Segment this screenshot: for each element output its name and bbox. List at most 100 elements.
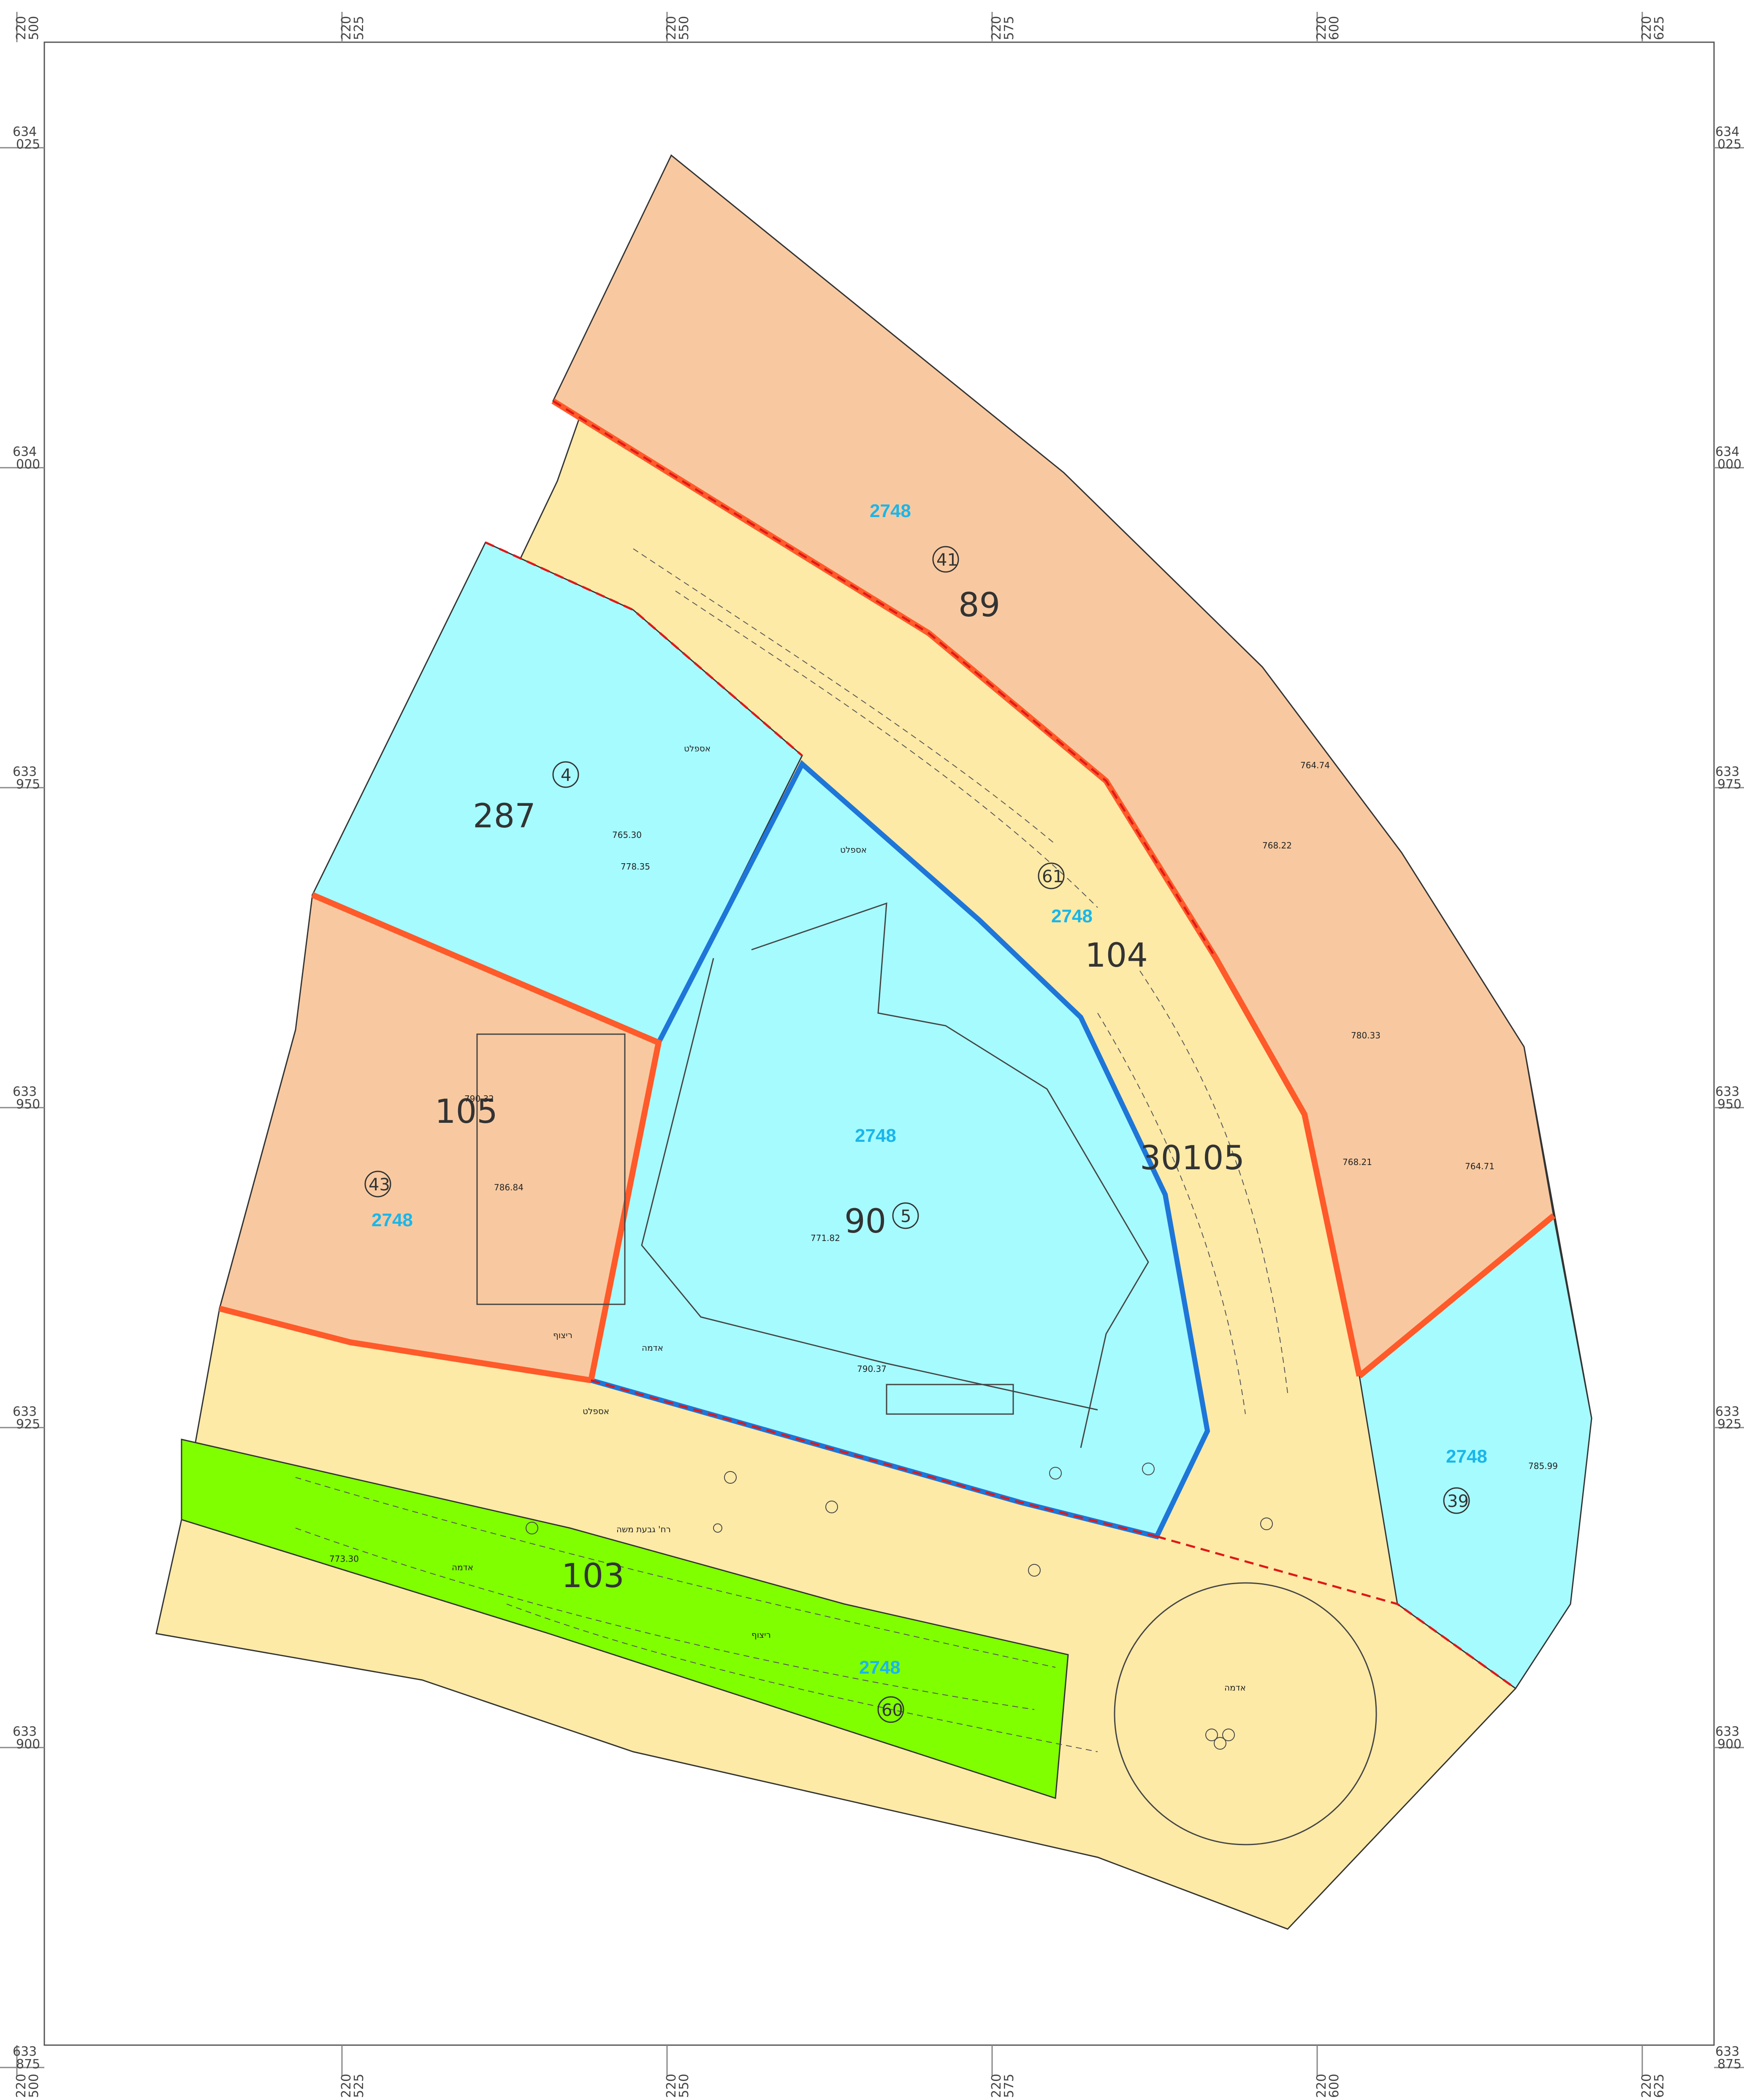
svg-text:633: 633 xyxy=(1715,2044,1739,2059)
svg-text:5: 5 xyxy=(900,1207,911,1226)
svg-text:2748: 2748 xyxy=(1051,906,1093,927)
svg-text:634: 634 xyxy=(1715,125,1739,139)
svg-text:633: 633 xyxy=(1715,1404,1739,1419)
svg-text:633: 633 xyxy=(13,2044,37,2059)
svg-text:600: 600 xyxy=(1327,16,1342,40)
svg-text:975: 975 xyxy=(1717,777,1741,792)
svg-text:925: 925 xyxy=(16,1417,40,1432)
svg-text:625: 625 xyxy=(1652,16,1667,40)
svg-text:43: 43 xyxy=(369,1175,390,1195)
svg-text:103: 103 xyxy=(561,1557,624,1595)
svg-text:550: 550 xyxy=(677,16,692,40)
svg-text:220: 220 xyxy=(1314,2074,1329,2098)
svg-text:2748: 2748 xyxy=(855,1125,896,1146)
svg-text:220: 220 xyxy=(14,2074,29,2098)
svg-text:500: 500 xyxy=(27,16,41,40)
svg-text:220: 220 xyxy=(989,16,1004,40)
svg-text:764.71: 764.71 xyxy=(1465,1161,1494,1171)
x-grid-labels-top: 220 500 220 525 220 550 220 575 220 600 … xyxy=(14,16,1667,40)
svg-text:2748: 2748 xyxy=(1446,1446,1487,1467)
svg-text:633: 633 xyxy=(13,1084,37,1099)
svg-text:525: 525 xyxy=(352,2074,366,2098)
svg-text:634: 634 xyxy=(13,444,37,459)
svg-text:אדמה: אדמה xyxy=(452,1562,473,1572)
svg-text:025: 025 xyxy=(16,137,40,152)
svg-text:975: 975 xyxy=(16,777,40,792)
svg-text:780.33: 780.33 xyxy=(1351,1030,1381,1041)
svg-text:773.30: 773.30 xyxy=(329,1554,359,1564)
x-grid-labels-bottom: 220 500 220 525 220 550 220 575 220 600 … xyxy=(14,2074,1667,2098)
red-dashed-boundaries xyxy=(485,400,1516,1690)
svg-text:633: 633 xyxy=(1715,1084,1739,1099)
svg-text:950: 950 xyxy=(16,1097,40,1112)
svg-text:575: 575 xyxy=(1002,2074,1017,2098)
svg-text:633: 633 xyxy=(1715,1724,1739,1739)
svg-text:90: 90 xyxy=(844,1203,886,1241)
svg-text:000: 000 xyxy=(1717,457,1741,472)
svg-text:575: 575 xyxy=(1002,16,1017,40)
block-numbers xyxy=(364,546,1470,1723)
svg-text:ריצוף: ריצוף xyxy=(751,1630,771,1640)
svg-text:רח' גבעת משה: רח' גבעת משה xyxy=(616,1524,671,1534)
svg-text:220: 220 xyxy=(989,2074,1004,2098)
svg-text:41: 41 xyxy=(936,550,958,570)
building-outlines xyxy=(476,902,1149,1448)
svg-text:30105: 30105 xyxy=(1140,1139,1245,1177)
svg-text:771.82: 771.82 xyxy=(811,1233,840,1243)
svg-text:778.35: 778.35 xyxy=(621,862,650,872)
svg-text:אספלט: אספלט xyxy=(684,743,711,753)
svg-text:925: 925 xyxy=(1717,1417,1741,1432)
svg-text:790.32: 790.32 xyxy=(464,1094,494,1104)
tree-symbols xyxy=(526,1463,1273,1750)
svg-text:2748: 2748 xyxy=(372,1210,413,1230)
plan-numbers: 2748 2748 2748 2748 2748 2748 xyxy=(372,501,1487,1678)
svg-text:220: 220 xyxy=(1639,2074,1654,2098)
svg-text:633: 633 xyxy=(13,764,37,779)
svg-text:2748: 2748 xyxy=(859,1657,900,1678)
svg-text:105: 105 xyxy=(435,1093,498,1131)
svg-text:61: 61 xyxy=(1042,867,1063,886)
svg-text:785.99: 785.99 xyxy=(1528,1461,1558,1471)
svg-text:786.84: 786.84 xyxy=(494,1182,523,1192)
map-frame xyxy=(43,41,1715,2046)
svg-text:220: 220 xyxy=(1314,16,1329,40)
svg-text:אספלט: אספלט xyxy=(840,845,867,855)
svg-text:634: 634 xyxy=(1715,444,1739,459)
svg-text:633: 633 xyxy=(13,1404,37,1419)
svg-text:287: 287 xyxy=(473,797,536,835)
svg-text:633: 633 xyxy=(1715,764,1739,779)
svg-text:900: 900 xyxy=(1717,1737,1741,1752)
svg-text:500: 500 xyxy=(27,2074,41,2098)
svg-text:אספלט: אספלט xyxy=(583,1406,609,1416)
svg-text:525: 525 xyxy=(352,16,366,40)
svg-text:220: 220 xyxy=(339,2074,354,2098)
svg-text:4: 4 xyxy=(561,766,571,785)
svg-text:765.30: 765.30 xyxy=(612,830,642,840)
svg-text:764.74: 764.74 xyxy=(1300,760,1330,770)
svg-text:60: 60 xyxy=(881,1701,903,1720)
svg-text:634: 634 xyxy=(13,125,37,139)
svg-text:600: 600 xyxy=(1327,2074,1342,2098)
svg-text:220: 220 xyxy=(14,16,29,40)
contour-lines xyxy=(295,548,1288,1752)
svg-text:220: 220 xyxy=(664,2074,679,2098)
svg-text:ריצוף: ריצוף xyxy=(553,1330,572,1340)
svg-text:875: 875 xyxy=(1717,2057,1741,2072)
svg-text:768.21: 768.21 xyxy=(1343,1157,1372,1167)
svg-text:104: 104 xyxy=(1085,937,1148,975)
svg-text:2748: 2748 xyxy=(870,501,911,521)
svg-text:39: 39 xyxy=(1447,1492,1469,1511)
svg-text:025: 025 xyxy=(1717,137,1741,152)
svg-text:220: 220 xyxy=(339,16,354,40)
green-open-space xyxy=(181,1439,1069,1799)
svg-text:220: 220 xyxy=(664,16,679,40)
svg-text:790.37: 790.37 xyxy=(857,1364,887,1374)
svg-text:633: 633 xyxy=(13,1724,37,1739)
svg-text:550: 550 xyxy=(677,2074,692,2098)
svg-text:אדמה: אדמה xyxy=(1224,1683,1246,1693)
svg-text:89: 89 xyxy=(958,586,1000,624)
y-grid-labels: 634 025 634 025 634 000 634 000 633 975 … xyxy=(13,125,1741,2072)
svg-text:220: 220 xyxy=(1639,16,1654,40)
svg-text:950: 950 xyxy=(1717,1097,1741,1112)
